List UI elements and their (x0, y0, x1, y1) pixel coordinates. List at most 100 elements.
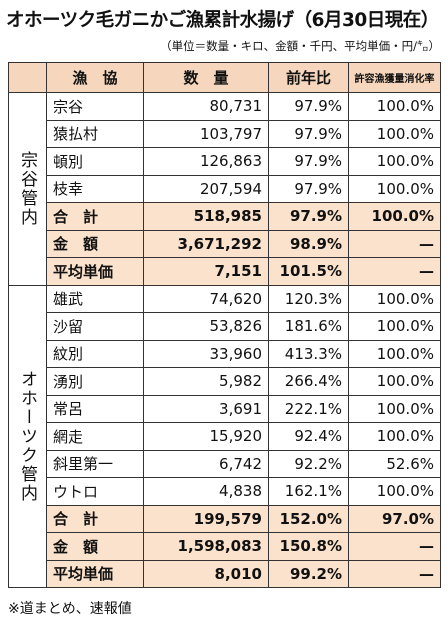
cell: 53,826 (143, 312, 269, 341)
cell: 33,960 (143, 339, 269, 368)
cell: 6,742 (143, 449, 269, 478)
row-label: 斜里第一 (46, 449, 144, 478)
cell: 100.0% (348, 119, 441, 148)
cell: 162.1% (268, 477, 349, 506)
cell: 199,579 (143, 504, 269, 533)
row-label: 常呂 (46, 394, 144, 423)
data-row: 紋別 33,960 413.3% 100.0% (9, 339, 441, 368)
cell: — (348, 229, 441, 258)
cell: 97.9% (268, 147, 349, 176)
data-row: 頓別 126,863 97.9% 100.0% (9, 147, 441, 176)
data-row: 宗谷管内 宗谷 80,731 97.9% 100.0% (8, 92, 441, 286)
cell: 266.4% (268, 367, 349, 396)
row-label: 平均単価 (46, 257, 144, 286)
cell: 100.0% (348, 422, 441, 451)
cell: 4,838 (143, 477, 269, 506)
cell: 152.0% (268, 504, 349, 533)
row-label: ウトロ (46, 477, 144, 506)
summary-row: 平均単価 8,010 99.2% — (9, 559, 441, 588)
cell: 97.9% (268, 92, 349, 121)
cell: 100.0% (348, 477, 441, 506)
cell: 74,620 (143, 284, 269, 313)
row-label: 枝幸 (46, 174, 144, 203)
cell: 8,010 (143, 559, 269, 588)
header-cell: 許容漁獲量消化率 (348, 62, 441, 93)
row-label: 紋別 (46, 339, 144, 368)
cell: 3,691 (143, 394, 269, 423)
row-label: 猿払村 (46, 119, 144, 148)
cell: 7,151 (143, 257, 269, 286)
cell: 97.9% (268, 174, 349, 203)
region-label: 宗谷管内 (8, 92, 47, 286)
row-label: 金 額 (46, 229, 144, 258)
data-row: 常呂 3,691 222.1% 100.0% (9, 394, 441, 423)
cell: — (348, 559, 441, 588)
data-row: 網走 15,920 92.4% 100.0% (9, 422, 441, 451)
cell: 100.0% (348, 367, 441, 396)
cell: 1,598,083 (143, 532, 269, 561)
cell: 518,985 (143, 202, 269, 231)
row-label: 平均単価 (46, 559, 144, 588)
cell: 100.0% (348, 284, 441, 313)
cell: 100.0% (348, 339, 441, 368)
unit-note: （単位＝数量・キロ、金額・千円、平均単価・円/㌔） (160, 39, 440, 53)
cell: 92.4% (268, 422, 349, 451)
row-label: 網走 (46, 422, 144, 451)
cell: — (348, 257, 441, 286)
row-label: 沙留 (46, 312, 144, 341)
cell: 99.2% (268, 559, 349, 588)
data-row: 枝幸 207,594 97.9% 100.0% (9, 174, 441, 203)
title: オホーツク毛ガニかご漁累計水揚げ（6月30日現在） (6, 10, 439, 31)
row-label: 宗谷 (46, 92, 144, 121)
cell: 120.3% (268, 284, 349, 313)
cell: 222.1% (268, 394, 349, 423)
header-cell: 数 量 (143, 62, 269, 93)
cell: 80,731 (143, 92, 269, 121)
cell: 100.0% (348, 394, 441, 423)
cell: 3,671,292 (143, 229, 269, 258)
data-row: 湧別 5,982 266.4% 100.0% (9, 367, 441, 396)
row-label: 湧別 (46, 367, 144, 396)
row-label: 合 計 (46, 202, 144, 231)
cell: 103,797 (143, 119, 269, 148)
summary-row: 合 計 199,579 152.0% 97.0% (9, 504, 441, 533)
data-row: ウトロ 4,838 162.1% 100.0% (9, 477, 441, 506)
cell: 101.5% (268, 257, 349, 286)
cell: 100.0% (348, 202, 441, 231)
cell: 100.0% (348, 312, 441, 341)
table: 漁 協数 量前年比 許容漁獲量消化率 宗谷管内 宗谷 80,731 97.9% 100.0%… (8, 62, 441, 588)
header-row: 漁 協数 量前年比 許容漁獲量消化率 (8, 62, 441, 93)
row-label: 頓別 (46, 147, 144, 176)
cell: 5,982 (143, 367, 269, 396)
cell: 150.8% (268, 532, 349, 561)
cell: 100.0% (348, 174, 441, 203)
summary-row: 金 額 1,598,083 150.8% — (9, 532, 441, 561)
header-cell (8, 62, 47, 93)
cell: 97.9% (268, 119, 349, 148)
data-row: オホーツク管内 雄武 74,620 120.3% 100.0% (8, 284, 441, 588)
summary-row: 金 額 3,671,292 98.9% — (9, 229, 441, 258)
data-row: 沙留 53,826 181.6% 100.0% (9, 312, 441, 341)
cell: 92.2% (268, 449, 349, 478)
header-cell: 前年比 (268, 62, 349, 93)
data-row: 猿払村 103,797 97.9% 100.0% (9, 119, 441, 148)
cell: 413.3% (268, 339, 349, 368)
cell: — (348, 532, 441, 561)
data-row: 斜里第一 6,742 92.2% 52.6% (9, 449, 441, 478)
cell: 126,863 (143, 147, 269, 176)
cell: 98.9% (268, 229, 349, 258)
row-label: 雄武 (46, 284, 144, 313)
cell: 52.6% (348, 449, 441, 478)
summary-row: 合 計 518,985 97.9% 100.0% (9, 202, 441, 231)
cell: 100.0% (348, 92, 441, 121)
cell: 15,920 (143, 422, 269, 451)
row-label: 金 額 (46, 532, 144, 561)
region-label: オホーツク管内 (8, 284, 47, 588)
cell: 97.9% (268, 202, 349, 231)
row-label: 合 計 (46, 504, 144, 533)
cell: 207,594 (143, 174, 269, 203)
cell: 97.0% (348, 504, 441, 533)
footnote: ※道まとめ、速報値 (8, 601, 132, 617)
cell: 181.6% (268, 312, 349, 341)
